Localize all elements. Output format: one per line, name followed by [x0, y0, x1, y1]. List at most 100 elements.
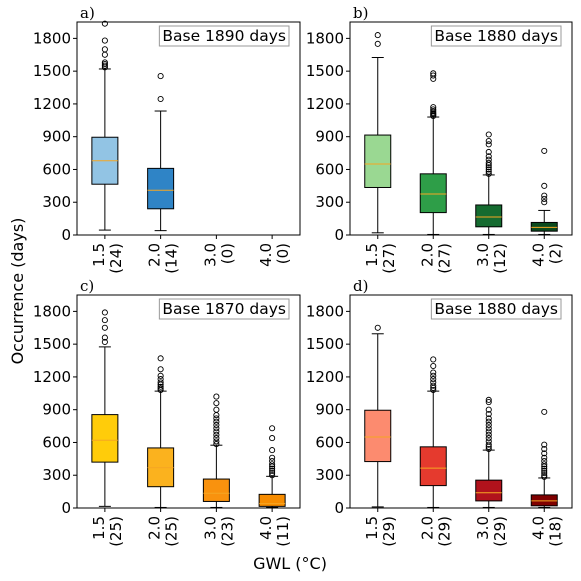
- outlier-point: [269, 454, 276, 461]
- x-tick-count: (12): [491, 243, 509, 274]
- x-tick-count: (0): [274, 243, 292, 264]
- outlier-point: [101, 334, 108, 341]
- x-tick-count: (11): [274, 516, 292, 547]
- x-tick-category: 3.0: [474, 243, 492, 267]
- outlier-point: [485, 418, 492, 425]
- y-tick-label: 1200: [306, 368, 344, 386]
- y-tick-label: 300: [315, 466, 344, 484]
- outlier-point: [485, 435, 492, 442]
- x-tick-count: (2): [546, 243, 564, 264]
- box: [475, 204, 503, 228]
- outlier-point: [485, 141, 492, 148]
- x-tick-count: (18): [546, 516, 564, 547]
- box: [530, 494, 558, 507]
- x-tick-label: 2.0(14): [146, 243, 181, 274]
- outlier-point: [541, 473, 548, 480]
- outlier-point: [101, 46, 108, 53]
- x-tick-label: 4.0(0): [257, 243, 292, 267]
- outlier-point: [485, 166, 492, 173]
- x-tick-category: 4.0: [257, 516, 275, 540]
- outlier-point: [541, 182, 548, 189]
- box: [475, 479, 503, 502]
- outlier-point: [485, 398, 492, 406]
- outlier-point: [430, 72, 437, 79]
- x-tick-label: 1.5(24): [90, 243, 125, 274]
- box: [202, 478, 230, 502]
- outlier-point: [485, 164, 492, 171]
- base-annotation-box: [430, 25, 562, 47]
- y-tick-label: 1800: [33, 29, 71, 47]
- y-tick-label: 300: [42, 466, 71, 484]
- y-tick-label: 600: [315, 160, 344, 178]
- outlier-point: [101, 338, 108, 346]
- outlier-point: [157, 372, 164, 379]
- outlier-point: [485, 411, 492, 418]
- y-tick-label: 0: [334, 499, 344, 517]
- x-tick-category: 3.0: [201, 243, 219, 267]
- base-annotation: Base 1880 days: [434, 300, 558, 318]
- box: [419, 173, 447, 214]
- outlier-point: [157, 95, 164, 103]
- outlier-point: [430, 379, 437, 386]
- outlier-point: [485, 406, 492, 413]
- x-tick-label: 2.0(29): [418, 516, 453, 547]
- y-tick-label: 1500: [306, 62, 344, 80]
- x-tick-count: (25): [107, 516, 125, 547]
- outlier-point: [485, 159, 492, 166]
- outlier-point: [485, 425, 492, 432]
- x-tick-count: (29): [435, 516, 453, 547]
- outlier-point: [157, 379, 164, 386]
- base-annotation: Base 1880 days: [434, 27, 558, 45]
- outlier-point: [541, 472, 548, 479]
- y-tick-label: 1500: [33, 335, 71, 353]
- outlier-point: [269, 467, 276, 474]
- x-tick-category: 2.0: [418, 516, 436, 540]
- outlier-point: [430, 382, 437, 389]
- outlier-point: [269, 435, 276, 442]
- x-tick-label: 1.5(25): [90, 516, 125, 547]
- outlier-point: [541, 457, 548, 465]
- outlier-point: [157, 383, 164, 390]
- axes-frame: [349, 21, 573, 236]
- x-tick-count: (25): [163, 516, 181, 547]
- panel-label: d): [353, 277, 368, 295]
- outlier-point: [157, 385, 164, 392]
- outlier-point: [541, 147, 548, 154]
- outlier-point: [430, 369, 437, 376]
- x-tick-label: 3.0(0): [201, 243, 236, 267]
- y-tick-label: 600: [315, 433, 344, 451]
- x-tick-count: (29): [380, 516, 398, 547]
- outlier-point: [157, 366, 164, 373]
- x-tick-category: 4.0: [529, 243, 547, 267]
- y-tick-label: 0: [61, 226, 71, 244]
- outlier-point: [485, 438, 492, 445]
- x-tick-label: 1.5(29): [363, 516, 398, 547]
- outlier-point: [101, 61, 108, 68]
- box: [419, 446, 447, 487]
- axes-frame: [76, 21, 301, 236]
- outlier-point: [213, 438, 220, 445]
- y-tick-label: 1200: [33, 368, 71, 386]
- x-tick-label: 2.0(27): [418, 243, 453, 274]
- x-tick-label: 1.5(27): [363, 243, 398, 274]
- outlier-point: [213, 415, 220, 422]
- outlier-point: [541, 465, 548, 472]
- x-tick-category: 1.5: [90, 243, 108, 267]
- outlier-point: [485, 421, 492, 429]
- outlier-point: [157, 355, 164, 362]
- x-tick-label: 4.0(11): [257, 516, 292, 547]
- outlier-point: [101, 20, 108, 27]
- outlier-point: [485, 168, 492, 175]
- y-tick-label: 1800: [306, 29, 344, 47]
- outlier-point: [430, 356, 437, 363]
- outlier-point: [485, 170, 492, 177]
- y-tick-label: 900: [42, 128, 71, 146]
- base-annotation: Base 1890 days: [162, 27, 286, 45]
- outlier-point: [213, 441, 220, 448]
- outlier-point: [485, 396, 492, 403]
- x-tick-count: (27): [435, 243, 453, 274]
- outlier-point: [101, 51, 108, 58]
- y-tick-label: 0: [61, 499, 71, 517]
